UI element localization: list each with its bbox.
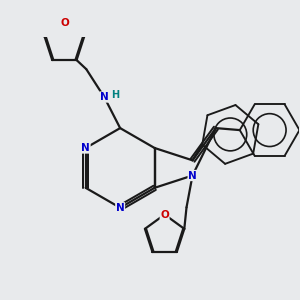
- Text: N: N: [116, 203, 124, 213]
- Text: N: N: [81, 143, 90, 153]
- Text: N: N: [188, 170, 197, 181]
- Text: H: H: [111, 90, 119, 100]
- Text: N: N: [100, 92, 109, 102]
- Text: O: O: [160, 209, 169, 220]
- Text: O: O: [60, 18, 69, 28]
